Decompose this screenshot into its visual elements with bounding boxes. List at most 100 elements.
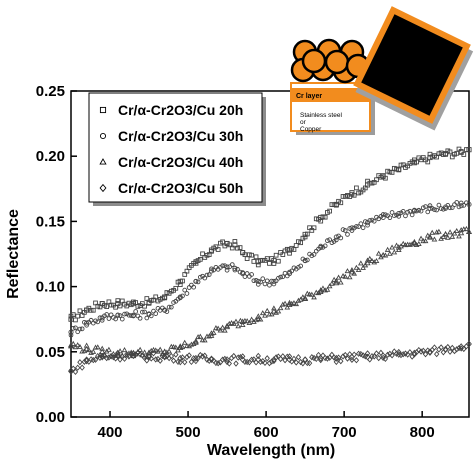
series-fill-marker: [273, 309, 279, 315]
series-fill-marker: [92, 356, 99, 363]
series-fill-marker: [186, 352, 192, 359]
series-fill-marker: [449, 205, 455, 210]
plot-area: [70, 90, 470, 418]
series-fill-marker: [142, 303, 147, 309]
x-tick-label: 500: [176, 424, 201, 441]
series-fill-marker: [327, 237, 332, 243]
series-fill-marker: [320, 285, 326, 291]
series-fill-marker: [387, 215, 393, 221]
series-fill-marker: [106, 354, 112, 361]
series-fill-marker: [184, 291, 190, 296]
series-fill-marker: [182, 358, 188, 366]
series-fill-marker: [431, 236, 438, 242]
data-point: [177, 278, 183, 284]
series-fill-marker: [202, 275, 208, 281]
series-fill-marker: [333, 358, 340, 366]
series-fill-marker: [271, 281, 277, 287]
data-point: [427, 205, 433, 211]
data-point: [286, 247, 293, 253]
series-fill-marker: [349, 356, 355, 364]
series-fill-marker: [333, 237, 339, 243]
series-fill-marker: [166, 304, 172, 310]
data-point: [192, 338, 199, 344]
data-point: [223, 323, 231, 330]
series-fill-marker: [405, 209, 411, 215]
series-fill-marker: [342, 351, 348, 359]
data-point: [458, 203, 464, 209]
series-fill-marker: [354, 185, 359, 191]
series-fill-marker: [121, 347, 128, 353]
series-fill-marker: [90, 307, 96, 313]
data-point: [255, 259, 261, 265]
series-fill-marker: [306, 359, 313, 367]
series-fill-marker: [260, 276, 266, 282]
series-fill-marker: [248, 316, 255, 322]
series-fill-marker: [153, 311, 159, 316]
series-fill-marker: [251, 278, 257, 284]
data-point: [302, 231, 308, 237]
data-point: [411, 238, 418, 245]
series-fill-marker: [284, 304, 291, 310]
data-point: [232, 265, 238, 271]
series-fill-marker: [77, 359, 83, 366]
series-fill-marker: [135, 349, 141, 356]
series-fill-marker: [433, 350, 440, 358]
series-fill-marker: [228, 320, 235, 326]
series-fill-marker: [347, 351, 353, 358]
series-fill-marker: [219, 356, 226, 363]
series-fill-marker: [140, 309, 145, 315]
series-fill-marker: [376, 354, 382, 362]
legend-marker: [99, 132, 107, 140]
series-fill-marker: [436, 228, 442, 234]
series-fill-marker: [429, 206, 435, 211]
data-point: [208, 268, 215, 274]
series-fill-marker: [438, 206, 444, 211]
series-fill-marker: [327, 208, 332, 214]
series-fill-marker: [423, 204, 428, 209]
series-fill-marker: [275, 308, 282, 314]
data-point: [333, 354, 340, 362]
series-fill-marker: [454, 150, 460, 156]
series-fill-marker: [264, 278, 270, 284]
series-fill-marker: [322, 243, 328, 249]
series-fill-marker: [311, 225, 317, 231]
series-fill-marker: [204, 272, 210, 278]
data-point: [240, 250, 246, 256]
series-fill-marker: [454, 200, 460, 205]
data-point: [224, 356, 230, 364]
series-fill-marker: [344, 355, 351, 362]
series-fill-marker: [117, 313, 123, 318]
series-fill-marker: [436, 202, 442, 208]
series-fill-marker: [357, 260, 364, 266]
data-point: [271, 278, 277, 284]
series-fill-marker: [282, 300, 288, 306]
series-fill-marker: [354, 224, 359, 229]
series-fill-marker: [331, 276, 337, 282]
series-fill-marker: [244, 256, 250, 261]
series-fill-marker: [464, 147, 469, 152]
series-fill-marker: [324, 355, 331, 362]
series-fill-marker: [168, 352, 175, 360]
series-fill-marker: [324, 286, 331, 292]
series-fill-marker: [182, 287, 188, 293]
series-fill-marker: [104, 312, 110, 317]
series-fill-marker: [197, 333, 204, 339]
series-fill-marker: [255, 352, 261, 360]
series-fill-marker: [403, 213, 408, 219]
series-fill-marker: [195, 354, 201, 362]
data-point: [232, 242, 238, 248]
series-fill-marker: [342, 273, 349, 279]
series-fill-marker: [447, 348, 453, 355]
series-fill-marker: [227, 242, 233, 248]
x-tick-label: 600: [254, 424, 279, 441]
series-fill-marker: [144, 357, 150, 364]
series-fill-marker: [389, 244, 395, 250]
data-point: [99, 353, 106, 361]
inset-square-core: [361, 14, 463, 116]
legend-marker: [99, 106, 107, 114]
series-fill-marker: [259, 310, 266, 316]
series-fill-marker: [70, 312, 76, 317]
data-point: [162, 294, 168, 300]
data-point: [68, 316, 74, 322]
data-point: [239, 318, 246, 324]
